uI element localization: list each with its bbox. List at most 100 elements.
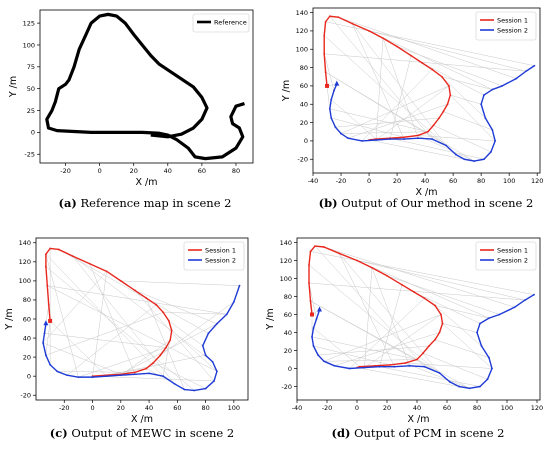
chart-panel-4: -40 -20 0 20 40 60 80 100 120 -20 0 20 40 60 80 100 120 1… xyxy=(265,237,543,440)
loop-closure-edge xyxy=(396,46,503,87)
x-tick-label: 100 xyxy=(228,404,240,412)
loop-closure-edge xyxy=(335,117,440,128)
data-point xyxy=(480,103,483,106)
data-point xyxy=(445,144,448,147)
data-point xyxy=(330,117,333,119)
loop-closure-edge xyxy=(72,255,175,384)
loop-closure-edge xyxy=(368,30,527,72)
loop-closure-edge xyxy=(382,38,419,139)
data-point xyxy=(71,255,74,258)
data-point xyxy=(148,372,150,375)
x-axis-label: X /m xyxy=(131,414,153,425)
data-point xyxy=(410,54,412,57)
loop-closure-edge xyxy=(338,16,517,79)
y-tick-label: 0 xyxy=(27,372,31,380)
loop-closure-edge xyxy=(89,263,136,375)
loop-closure-edge xyxy=(313,345,391,366)
data-point xyxy=(375,139,377,141)
x-tick-label: 80 xyxy=(477,177,485,185)
y-tick-label: 50 xyxy=(27,85,35,93)
legend: Session 1 Session 2 xyxy=(475,241,537,271)
loop-closure-edge xyxy=(323,359,418,362)
panel-caption-text: Output of PCM in scene 2 xyxy=(350,426,504,440)
y-tick-label: 60 xyxy=(300,82,308,90)
loop-closure-edge xyxy=(404,362,493,369)
start-marker-square xyxy=(310,312,314,317)
y-tick-label: 100 xyxy=(280,275,292,283)
loop-closure-edge xyxy=(347,104,448,139)
x-tick-label: -20 xyxy=(59,404,70,412)
loop-closure-edge xyxy=(66,304,157,376)
data-point xyxy=(225,313,228,316)
loop-closure-edges xyxy=(323,16,535,162)
series-points xyxy=(44,247,173,378)
y-tick-label: 40 xyxy=(284,329,292,337)
legend-label: Session 2 xyxy=(497,256,528,264)
loop-closure-edge xyxy=(49,320,107,377)
data-point xyxy=(432,124,435,127)
data-point xyxy=(404,362,406,364)
legend-box xyxy=(475,241,537,271)
data-point xyxy=(423,297,426,300)
data-point xyxy=(483,158,485,161)
data-point xyxy=(348,367,351,370)
y-tick-label: 60 xyxy=(284,311,292,319)
data-point xyxy=(183,388,186,391)
data-point xyxy=(368,30,370,32)
data-point xyxy=(427,130,429,133)
plot-frame xyxy=(296,237,541,401)
x-tick-label: -40 xyxy=(308,177,319,185)
loop-closure-edge xyxy=(42,342,121,375)
loop-closure-edge xyxy=(313,327,361,367)
series-line-session-2 xyxy=(42,285,241,392)
data-point xyxy=(484,117,487,119)
x-axis-label: X /m xyxy=(408,414,430,425)
data-point xyxy=(473,160,476,162)
data-point xyxy=(491,88,494,91)
data-point xyxy=(333,364,336,367)
x-tick-label: 40 xyxy=(164,167,172,175)
data-point xyxy=(162,311,165,314)
loop-closure-edge xyxy=(349,298,425,369)
y-axis-label: Y /m xyxy=(265,308,276,330)
data-point xyxy=(428,345,430,347)
loop-closure-edge xyxy=(352,23,405,140)
loop-closure-edge xyxy=(58,249,209,334)
loop-closure-edge xyxy=(364,267,373,368)
loop-closure-edge xyxy=(311,336,418,360)
data-point xyxy=(323,52,326,55)
loop-closure-edge xyxy=(47,285,227,315)
data-point xyxy=(323,246,325,248)
data-point xyxy=(43,332,46,335)
x-tick-label: 20 xyxy=(383,404,391,412)
data-point xyxy=(441,322,444,325)
y-axis-label: Y /m xyxy=(281,80,292,102)
series-line-session-2 xyxy=(311,294,535,389)
y-tick-label: 120 xyxy=(19,258,31,266)
data-point xyxy=(88,262,91,265)
loop-closure-edge xyxy=(374,365,481,387)
data-point xyxy=(145,297,148,299)
data-point xyxy=(44,253,47,256)
x-tick-label: 120 xyxy=(531,177,543,185)
data-point xyxy=(42,341,44,344)
y-tick-label: 25 xyxy=(27,107,35,115)
x-tick-label: 100 xyxy=(501,404,513,412)
x-tick-label: 60 xyxy=(449,177,457,185)
loop-closure-edge xyxy=(386,275,500,315)
y-tick-label: 100 xyxy=(19,277,31,285)
data-point xyxy=(486,378,489,381)
legend-label: Reference xyxy=(214,18,247,26)
loop-closure-edges xyxy=(308,245,535,389)
legend-label: Session 1 xyxy=(497,246,528,254)
loop-closure-edge xyxy=(329,108,428,132)
data-point xyxy=(328,15,331,18)
loop-closure-edge xyxy=(331,117,405,138)
loop-closure-edge xyxy=(134,290,215,382)
loop-closure-edge xyxy=(323,246,515,308)
loop-closure-edge xyxy=(45,312,164,356)
series-line-session-2 xyxy=(329,65,535,162)
data-point xyxy=(382,37,384,40)
data-point xyxy=(442,110,445,113)
data-point xyxy=(371,266,373,269)
